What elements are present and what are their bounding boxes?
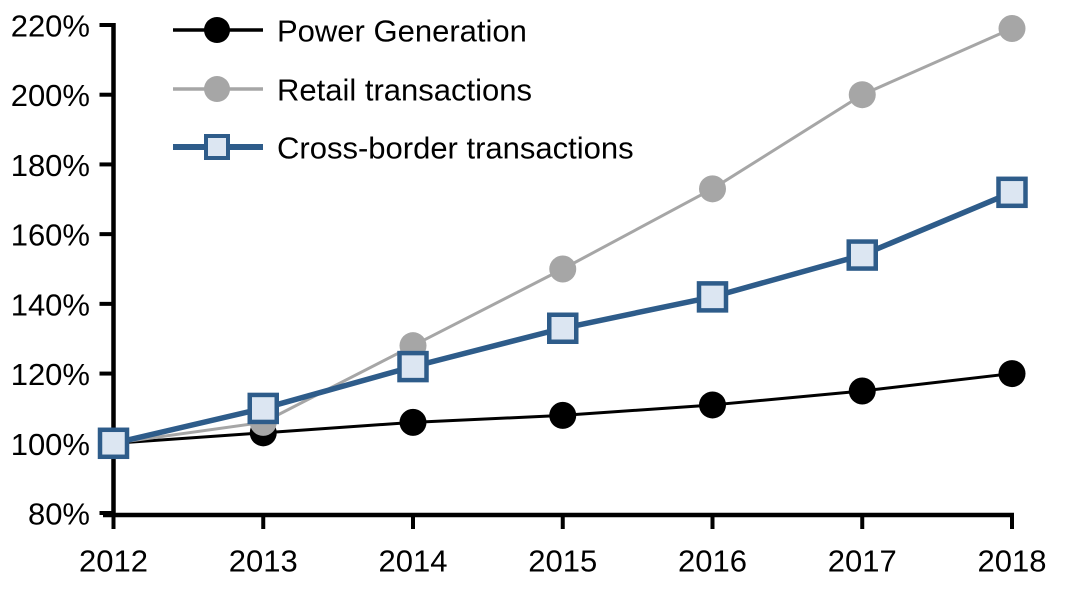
plot-area: 220% 200% 180% 160% 140% 120% 100% 80% 2012 2013 2… <box>11 9 1047 579</box>
y-tick-label: 120% <box>11 357 90 392</box>
cross-border-transactions-marker <box>247 392 279 425</box>
cross-border-transactions-marker <box>547 312 579 345</box>
cross-border-transactions-marker <box>996 176 1028 209</box>
y-tick-label: 100% <box>11 427 90 462</box>
legend-label-cross-border-transactions: Cross-border transactions <box>277 131 634 166</box>
power-generation-marker <box>699 391 726 419</box>
legend: Power Generation Retail transactions Cro… <box>173 14 634 166</box>
y-tick-label: 140% <box>11 287 90 322</box>
cross-border-transactions-marker <box>97 427 130 460</box>
power-generation-marker <box>848 377 876 405</box>
cross-border-transactions-marker <box>696 281 729 313</box>
legend-item-cross-border-transactions: Cross-border transactions <box>173 131 634 166</box>
series-retail-transactions <box>100 14 1026 457</box>
y-tick-label: 80% <box>28 497 90 532</box>
x-tick-label: 2018 <box>978 544 1047 579</box>
retail-transactions-marker <box>998 14 1026 42</box>
series-cross-border-transactions <box>97 176 1028 460</box>
retail-transactions-marker <box>848 81 876 109</box>
power-generation-marker <box>399 408 427 436</box>
y-tick-label: 160% <box>11 218 90 253</box>
legend-item-retail-transactions: Retail transactions <box>173 73 532 108</box>
cross-border-transactions-marker-icon <box>204 134 230 160</box>
legend-label-retail-transactions: Retail transactions <box>277 73 532 108</box>
x-tick-label: 2015 <box>528 544 597 579</box>
legend-label-power-generation: Power Generation <box>277 14 527 49</box>
retail-transactions-marker <box>549 255 577 283</box>
x-tick-label: 2017 <box>828 544 897 579</box>
x-tick-label: 2013 <box>229 544 298 579</box>
legend-item-power-generation: Power Generation <box>173 14 527 49</box>
cross-border-transactions-marker <box>846 239 878 271</box>
y-tick-label: 220% <box>11 9 90 44</box>
power-generation-marker <box>998 360 1026 388</box>
power-generation-marker <box>549 401 577 429</box>
y-tick-label: 200% <box>11 78 90 113</box>
cross-border-transactions-marker <box>397 350 429 383</box>
retail-transactions-marker <box>699 175 726 203</box>
series-power-generation <box>100 360 1026 457</box>
retail-transactions-marker-icon <box>204 76 230 102</box>
x-tick-label: 2012 <box>79 544 148 579</box>
x-tick-label: 2014 <box>379 544 448 579</box>
y-tick-label: 180% <box>11 148 90 183</box>
power-generation-marker-icon <box>204 17 230 43</box>
x-tick-label: 2016 <box>678 544 747 579</box>
